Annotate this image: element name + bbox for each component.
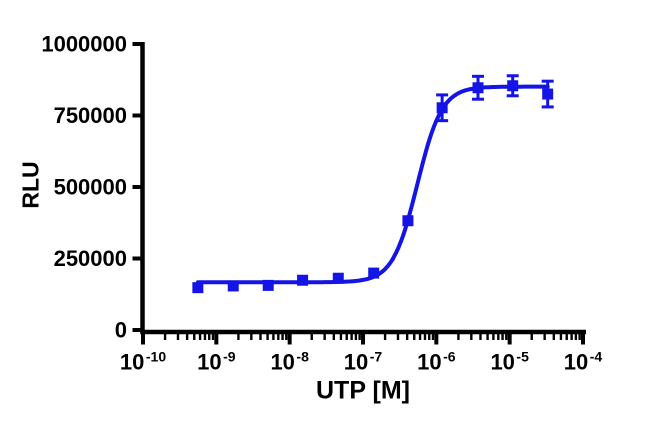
data-point-marker bbox=[472, 82, 484, 94]
x-tick-label: 10 -8 bbox=[270, 349, 309, 375]
data-point-marker bbox=[507, 80, 519, 92]
y-tick-label: 250000 bbox=[54, 246, 127, 271]
data-point-marker bbox=[368, 267, 380, 279]
data-point-marker bbox=[542, 88, 554, 100]
data-point-marker bbox=[297, 274, 309, 286]
x-axis-title: UTP [M] bbox=[316, 376, 410, 405]
y-tick-label: 0 bbox=[115, 318, 127, 343]
y-axis-title: RLU bbox=[17, 161, 44, 209]
data-point-marker bbox=[262, 279, 274, 291]
y-tick-label: 1000000 bbox=[41, 32, 127, 57]
data-point-marker bbox=[192, 282, 204, 294]
x-tick-label: 10 -9 bbox=[197, 349, 236, 375]
x-tick-label: 10 -6 bbox=[417, 349, 456, 375]
data-point-marker bbox=[402, 215, 414, 227]
y-tick-label: 750000 bbox=[54, 103, 127, 128]
x-tick-label: 10 -4 bbox=[564, 349, 603, 375]
y-tick-label: 500000 bbox=[54, 175, 127, 200]
data-point-marker bbox=[436, 102, 448, 114]
data-point-marker bbox=[332, 272, 344, 284]
fit-curve bbox=[195, 84, 550, 285]
x-tick-label: 10 -10 bbox=[120, 349, 166, 375]
x-tick-label: 10 -7 bbox=[344, 349, 383, 375]
x-tick-label: 10 -5 bbox=[490, 349, 529, 375]
data-point-marker bbox=[227, 280, 239, 292]
